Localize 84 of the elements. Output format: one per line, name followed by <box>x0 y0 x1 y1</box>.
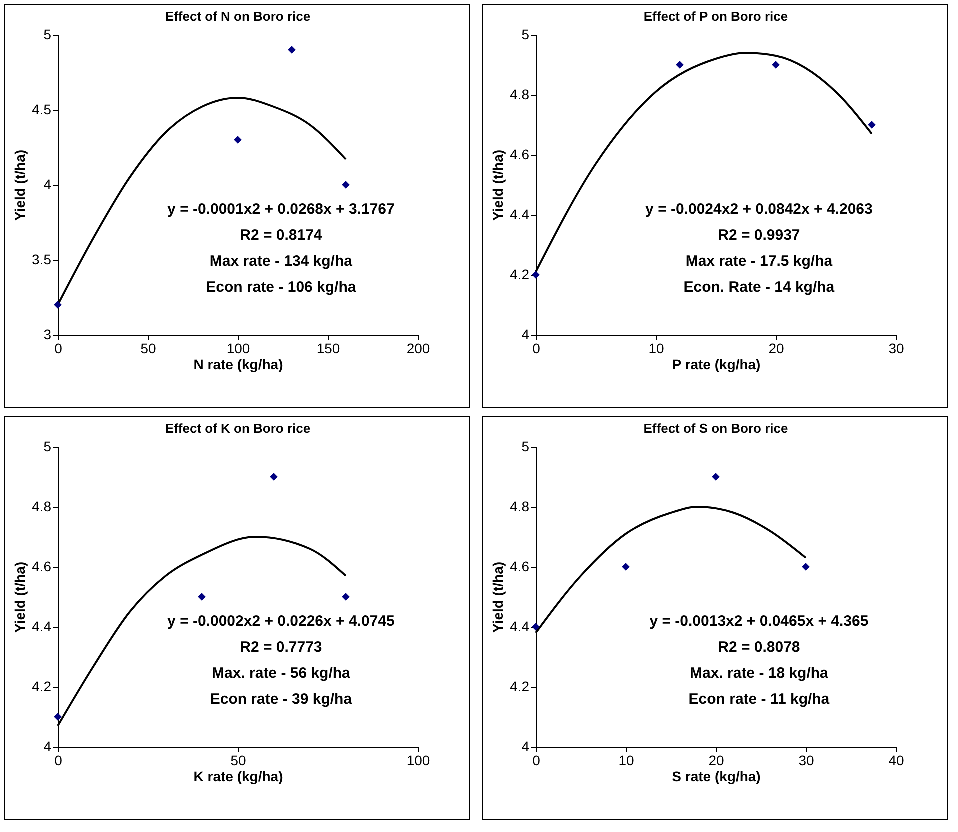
y-tick-label: 4.8 <box>510 498 530 514</box>
point <box>342 593 350 601</box>
chart-title: Effect of K on Boro rice <box>165 421 311 436</box>
y-tick-label: 4 <box>522 738 530 754</box>
y-axis-title: Yield (t/ha) <box>490 562 506 634</box>
annotation: R2 = 0.8078 <box>718 639 800 656</box>
y-tick-label: 4 <box>522 326 530 342</box>
y-tick-label: 5 <box>522 26 530 42</box>
annotation: y = -0.0024x2 + 0.0842x + 4.2063 <box>646 201 873 218</box>
y-tick-label: 4.6 <box>510 558 530 574</box>
x-tick-label: 0 <box>54 752 63 768</box>
chart-title: Effect of N on Boro rice <box>165 9 311 24</box>
point <box>868 121 876 129</box>
x-tick-label: 30 <box>798 752 814 768</box>
annotation: R2 = 0.7773 <box>240 639 322 656</box>
point <box>772 61 780 69</box>
chart-title: Effect of S on Boro rice <box>644 421 788 436</box>
y-tick-label: 4.8 <box>510 86 530 102</box>
x-tick-label: 100 <box>226 340 250 356</box>
x-tick-label: 200 <box>406 340 430 356</box>
y-tick-label: 4.8 <box>32 498 52 514</box>
y-tick-label: 4.4 <box>32 618 52 634</box>
y-tick-label: 5 <box>44 438 52 454</box>
y-axis-title: Yield (t/ha) <box>490 150 506 222</box>
y-tick-label: 4.2 <box>510 266 530 282</box>
annotation: Max rate - 134 kg/ha <box>210 253 354 270</box>
annotation: Econ rate - 39 kg/ha <box>210 691 353 708</box>
y-tick-label: 3 <box>44 326 52 342</box>
point <box>802 563 810 571</box>
x-tick-label: 30 <box>888 340 904 356</box>
y-tick-label: 5 <box>44 26 52 42</box>
annotation: Max. rate - 18 kg/ha <box>690 665 830 682</box>
x-tick-label: 20 <box>708 752 724 768</box>
x-tick-label: 50 <box>230 752 246 768</box>
y-tick-label: 4.6 <box>510 146 530 162</box>
y-tick-label: 4 <box>44 176 52 192</box>
y-tick-label: 4.6 <box>32 558 52 574</box>
x-axis-title: P rate (kg/ha) <box>672 356 761 372</box>
annotation: Econ. Rate - 14 kg/ha <box>684 279 836 296</box>
y-tick-label: 3.5 <box>32 252 52 268</box>
y-tick-label: 4 <box>44 738 52 754</box>
y-axis-title: Yield (t/ha) <box>12 150 28 222</box>
point <box>270 473 278 481</box>
y-tick-label: 4.5 <box>32 102 52 118</box>
x-tick-label: 0 <box>54 340 63 356</box>
point <box>198 593 206 601</box>
point <box>342 181 350 189</box>
point <box>622 563 630 571</box>
chart-title: Effect of P on Boro rice <box>644 9 788 24</box>
annotation: y = -0.0013x2 + 0.0465x + 4.365 <box>650 613 869 630</box>
x-axis-title: K rate (kg/ha) <box>194 768 284 784</box>
x-tick-label: 100 <box>406 752 430 768</box>
x-axis-title: S rate (kg/ha) <box>672 768 761 784</box>
point <box>712 473 720 481</box>
x-tick-label: 0 <box>532 340 541 356</box>
point <box>676 61 684 69</box>
annotation: Econ rate - 106 kg/ha <box>206 279 357 296</box>
x-tick-label: 40 <box>888 752 904 768</box>
point <box>532 271 540 279</box>
annotation: Max rate - 17.5 kg/ha <box>686 253 834 270</box>
annotation: y = -0.0002x2 + 0.0226x + 4.0745 <box>168 613 395 630</box>
x-tick-label: 50 <box>140 340 156 356</box>
point <box>288 46 296 54</box>
y-tick-label: 5 <box>522 438 530 454</box>
x-tick-label: 10 <box>648 340 664 356</box>
point <box>234 136 242 144</box>
point <box>54 713 62 721</box>
annotation: R2 = 0.9937 <box>718 227 800 244</box>
x-tick-label: 150 <box>316 340 340 356</box>
x-tick-label: 10 <box>618 752 634 768</box>
y-tick-label: 4.2 <box>32 678 52 694</box>
y-tick-label: 4.4 <box>510 206 530 222</box>
y-tick-label: 4.4 <box>510 618 530 634</box>
y-tick-label: 4.2 <box>510 678 530 694</box>
x-tick-label: 0 <box>532 752 541 768</box>
point <box>532 623 540 631</box>
annotation: R2 = 0.8174 <box>240 227 323 244</box>
annotation: Max. rate - 56 kg/ha <box>212 665 352 682</box>
x-tick-label: 20 <box>768 340 784 356</box>
x-axis-title: N rate (kg/ha) <box>194 356 284 372</box>
point <box>54 301 62 309</box>
y-axis-title: Yield (t/ha) <box>12 562 28 634</box>
annotation: y = -0.0001x2 + 0.0268x + 3.1767 <box>168 201 395 218</box>
annotation: Econ rate - 11 kg/ha <box>688 691 830 708</box>
